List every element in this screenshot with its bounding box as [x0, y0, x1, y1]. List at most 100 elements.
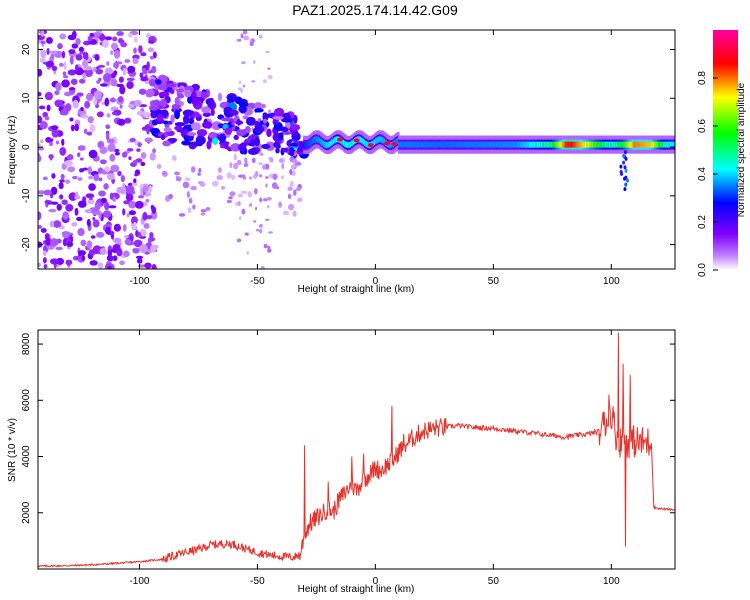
- signal-blob: [175, 88, 185, 93]
- noise-blob: [55, 257, 65, 265]
- noise-blob: [241, 61, 246, 65]
- noise-blob: [71, 30, 77, 39]
- noise-blob: [292, 210, 297, 217]
- noise-blob: [77, 145, 86, 151]
- noise-blob: [255, 206, 258, 211]
- noise-blob: [106, 173, 115, 181]
- noise-blob: [192, 204, 196, 210]
- noise-blob: [54, 99, 63, 108]
- noise-blob: [45, 37, 53, 44]
- noise-blob: [74, 64, 79, 72]
- noise-blob: [38, 142, 41, 147]
- noise-blob: [272, 173, 278, 180]
- noise-blob: [65, 103, 72, 112]
- noise-blob: [88, 149, 98, 159]
- noise-blob: [67, 154, 74, 161]
- noise-blob: [62, 75, 69, 79]
- noise-blob: [291, 163, 296, 169]
- signal-blob: [254, 137, 260, 147]
- signal-blob: [206, 140, 212, 150]
- noise-blob: [267, 67, 271, 70]
- noise-blob: [87, 199, 95, 204]
- noise-blob: [148, 185, 153, 193]
- noise-blob: [281, 175, 285, 180]
- noise-blob: [281, 163, 285, 170]
- noise-blob: [144, 201, 148, 207]
- noise-blob: [103, 183, 109, 190]
- y-tick-label: 4000: [21, 445, 32, 468]
- noise-blob: [135, 158, 143, 163]
- noise-blob: [96, 200, 102, 204]
- noise-blob: [51, 173, 56, 179]
- noise-blob: [61, 79, 70, 88]
- noise-blob: [57, 43, 63, 50]
- noise-blob: [104, 67, 113, 75]
- noise-blob: [98, 190, 106, 197]
- signal-blob: [289, 142, 299, 147]
- noise-blob: [98, 177, 103, 182]
- noise-blob: [113, 148, 120, 153]
- noise-blob: [269, 158, 274, 163]
- noise-blob: [136, 110, 145, 116]
- noise-blob: [151, 264, 157, 269]
- noise-blob: [97, 262, 104, 269]
- noise-blob: [258, 162, 263, 166]
- noise-blob: [78, 46, 85, 53]
- noise-blob: [62, 71, 67, 76]
- signal-blob: [238, 143, 247, 152]
- noise-blob: [102, 210, 112, 218]
- noise-blob: [51, 129, 59, 138]
- signal-blob: [624, 182, 628, 187]
- noise-blob: [95, 231, 105, 238]
- noise-blob: [228, 196, 233, 200]
- y-tick-label: 8000: [21, 332, 32, 355]
- x-tick-label: 50: [488, 576, 500, 587]
- noise-blob: [138, 88, 147, 95]
- noise-blob: [297, 197, 303, 203]
- noise-blob: [77, 200, 87, 208]
- noise-blob: [226, 172, 232, 179]
- noise-blob: [231, 174, 236, 180]
- noise-blob: [68, 49, 76, 55]
- noise-blob: [268, 109, 272, 115]
- noise-blob: [128, 210, 137, 216]
- band-core: [672, 141, 675, 148]
- noise-blob: [93, 90, 102, 100]
- noise-blob: [86, 131, 93, 136]
- noise-blob: [248, 203, 253, 207]
- signal-blob: [227, 95, 236, 104]
- noise-blob: [100, 197, 108, 204]
- signal-blob: [165, 83, 177, 88]
- noise-blob: [105, 226, 111, 235]
- noise-blob: [149, 152, 156, 161]
- noise-blob: [87, 35, 93, 42]
- noise-blob: [108, 205, 117, 209]
- noise-blob: [40, 30, 45, 37]
- x-tick-label: 0: [373, 576, 379, 587]
- noise-blob: [38, 262, 41, 268]
- signal-blob: [162, 140, 171, 147]
- noise-blob: [59, 110, 69, 116]
- x-tick-label: -100: [129, 276, 149, 287]
- noise-blob: [55, 82, 62, 91]
- noise-blob: [236, 159, 242, 166]
- signal-blob: [208, 97, 215, 106]
- noise-blob: [45, 60, 55, 68]
- noise-blob: [244, 232, 249, 236]
- noise-blob: [62, 231, 71, 239]
- noise-blob: [120, 175, 126, 183]
- noise-blob: [161, 170, 168, 176]
- noise-blob: [50, 186, 58, 196]
- noise-blob: [133, 239, 143, 248]
- signal-blob: [160, 134, 166, 141]
- noise-blob: [97, 64, 106, 68]
- noise-blob: [49, 154, 53, 161]
- noise-blob: [49, 258, 59, 265]
- noise-blob: [44, 91, 54, 101]
- snr-frame: [37, 329, 676, 570]
- signal-blob: [195, 135, 206, 145]
- noise-blob: [69, 55, 74, 65]
- noise-blob: [143, 112, 152, 119]
- noise-blob: [124, 234, 129, 239]
- noise-blob: [38, 68, 43, 77]
